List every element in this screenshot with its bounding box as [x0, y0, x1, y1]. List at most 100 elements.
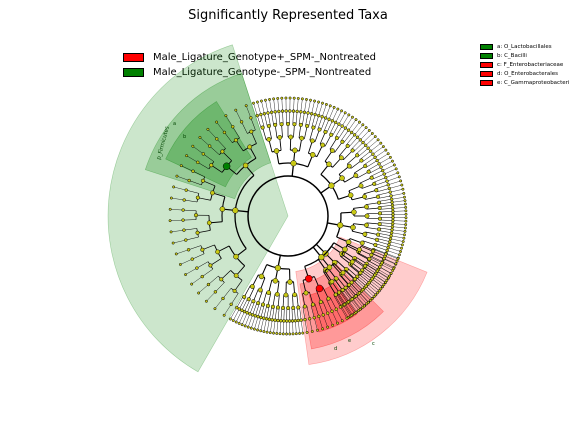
taxon-node-s0-1-1-0 [195, 195, 200, 200]
branch-edge-s5-0-1-1-1-0 [369, 282, 380, 292]
taxon-node-s0-0-1-1-1-0 [174, 252, 178, 256]
taxon-node-s3-2-0-0-0-0 [399, 250, 402, 253]
taxon-node-s6-1-1-0-0-0 [262, 330, 266, 333]
taxon-node-s6-0-0-1-0-0 [294, 332, 298, 336]
branch-edge-s5-1-0-0 [345, 269, 356, 280]
branch-edge-s2-1-0-1-0 [360, 150, 371, 160]
taxon-node-s2-0-1-0-0 [352, 133, 357, 137]
taxon-node-s6-1-1 [266, 290, 272, 295]
taxon-node-s2-1-1-0-0 [373, 155, 377, 160]
taxon-node-s0-0-1-0 [208, 263, 213, 268]
legend-item-genotype-minus: Male_Ligature_Genotype-_SPM-_Nontreated [123, 67, 371, 78]
branch-edge-s0-2-1-0-1 [232, 126, 240, 138]
taxon-node-s1-1-1-0 [298, 122, 303, 127]
taxon-node-s1-0-1-0-0 [269, 110, 274, 114]
taxon-node-s6-2-0 [257, 287, 263, 293]
branch-edge-s4-0-0-1 [353, 259, 365, 268]
taxon-node-s2-0-0-1-0-0 [354, 118, 358, 122]
taxon-node-s5-0-0-1 [367, 256, 372, 261]
branch-edge-s3-1-1-0-0 [378, 233, 392, 236]
key-label-b: b: C_Bacilli [497, 53, 527, 59]
branch-edge-s4-2-1-1-0-0 [343, 305, 351, 317]
branch-edge-s2-0-1-0-0 [346, 134, 355, 146]
taxon-node-s5-2-0-1-1-0 [326, 325, 330, 329]
taxon-node-s3-1-1-0 [376, 232, 381, 237]
branch-edge-s6-2-0-1-0 [249, 301, 255, 314]
branch-edge-s2-2-0-0-1-0 [384, 168, 397, 175]
branch-edge-s0-1-0-0 [197, 230, 211, 234]
taxon-node-s0-1-0-1-1 [181, 208, 185, 212]
taxon-node-s5-2-0-1 [318, 299, 323, 304]
branch-edge-s6-2-0-1-1 [246, 300, 253, 313]
taxon-node-s5-1-1-0 [340, 287, 345, 293]
taxon-node-s2-1-0-1 [359, 158, 364, 163]
taxon-node-s3-1-1-0-1 [388, 237, 393, 241]
taxon-node-s6-2-1 [249, 284, 255, 289]
taxon-node-s3-0-0-1 [377, 205, 382, 211]
branch-edge-s1-0-0-1-1 [267, 112, 271, 126]
branch-edge-s6-1-1-0-1-0 [260, 318, 264, 331]
taxon-node-s0-2-0-1-1 [215, 137, 219, 141]
branch-edge-s0-2-1-1-0-0 [235, 110, 242, 122]
branch-edge-s6-2-1-0-0-0 [238, 311, 245, 324]
taxon-node-s2-2-0-0 [369, 175, 374, 180]
branch-edge-s6-1-0-1-0-0 [270, 319, 273, 333]
taxon-node-s1-0-0-0-1-0 [256, 100, 259, 104]
taxon-node-s6-0-1-1-0 [282, 319, 286, 323]
taxon-node-s3-1-1 [362, 231, 368, 237]
taxon-node-s1-1-1-1-0 [306, 111, 310, 115]
taxon-node-s2-0-0-0-0-0 [347, 113, 351, 117]
taxon-node-s5-2-0-0-0-0 [340, 319, 344, 323]
taxon-node-s0-2-0 [222, 162, 231, 171]
branch-edge-s6-1-0-1-1 [269, 306, 272, 320]
taxon-node-s2 [328, 182, 335, 189]
taxon-node-s5-1-0-0 [352, 276, 358, 282]
taxon-node-s0-1-1-0-0-0 [169, 196, 173, 200]
key-item-d: d: O_Enterobacterales [480, 71, 558, 77]
legend-label-genotype-plus: Male_Ligature_Genotype+_SPM-_Nontreated [153, 52, 376, 63]
taxon-node-s0-2-0-0-0 [196, 160, 200, 165]
taxon-node-s5-0-0-0-1 [382, 256, 386, 261]
branch-edge-s5-0-0-1-1 [368, 260, 380, 268]
branch-edge-s0-2-0-0-0 [197, 162, 210, 170]
taxon-node-s5-1-0-0-1-0 [370, 297, 374, 301]
branch-edge-s3-2-1-1-1-0 [379, 266, 392, 274]
taxon-node-s1-0-0-0-1 [259, 112, 263, 117]
taxon-node-s3-1-0-0 [377, 221, 382, 227]
clade-label-2: b [183, 134, 186, 140]
branch-edge-s4-1-0-1-1 [353, 280, 364, 290]
branch-edge-s0-1-0-1-1-0 [170, 209, 184, 211]
taxon-node-s2-1-0-1-0-0 [379, 141, 383, 145]
taxon-node-s5-0-0-0-1-0 [394, 262, 398, 266]
branch-edge-s4-2-0-0-0-0 [354, 297, 364, 308]
branch-edge-s0-2-0-1-0 [209, 145, 220, 155]
taxon-node-s3-0-1-0-0 [391, 209, 395, 214]
branch-edge-s6-2-1-0-1-0 [236, 310, 243, 323]
branch-edge-s5-1-0-1 [340, 274, 350, 286]
branch-edge-s0-2-1-1-1 [250, 117, 256, 131]
taxon-node-s3-0-0-1-1-0 [404, 205, 408, 209]
branch-edge-s2-2-0-1-0-0 [385, 172, 398, 178]
key-swatch-b [480, 53, 493, 59]
taxon-node-s3-0-0-1-0 [390, 203, 395, 208]
branch-edge-s2-0-0-1-1 [343, 132, 352, 143]
taxon-node-s2-1-0-0-0 [363, 143, 368, 148]
taxon-node-s1-2-0 [310, 138, 315, 144]
branch-edge-s4-1-1-1-1-0 [356, 295, 365, 306]
taxon-node-s5-0-0-1-0-0 [392, 267, 396, 271]
taxon-node-s2-1-0-1-1-0 [381, 145, 385, 149]
taxon-node-s0-1-0-0-1 [182, 228, 186, 232]
taxon-node-s3-1-0-1-1-0 [403, 233, 406, 237]
taxon-node-s0-2-0-1-0-0 [198, 135, 202, 139]
branch-edge-s6-1-0-0-1 [274, 307, 277, 321]
taxon-node-s5-0-0-1-1 [378, 265, 382, 269]
branch-edge-s3-1-1-1-1 [376, 240, 390, 245]
taxon-node-s4-1-0-1-0-0 [372, 295, 376, 299]
taxon-node-s5-1-0-0-1 [361, 287, 365, 292]
branch-edge-s0-2-0-1-1-0 [207, 129, 217, 140]
branch-edge-s5-0-1-0-1 [363, 267, 375, 276]
taxon-node-s1-2-1 [320, 142, 326, 148]
taxon-node-s1-0-1-0-0-0 [268, 98, 271, 101]
